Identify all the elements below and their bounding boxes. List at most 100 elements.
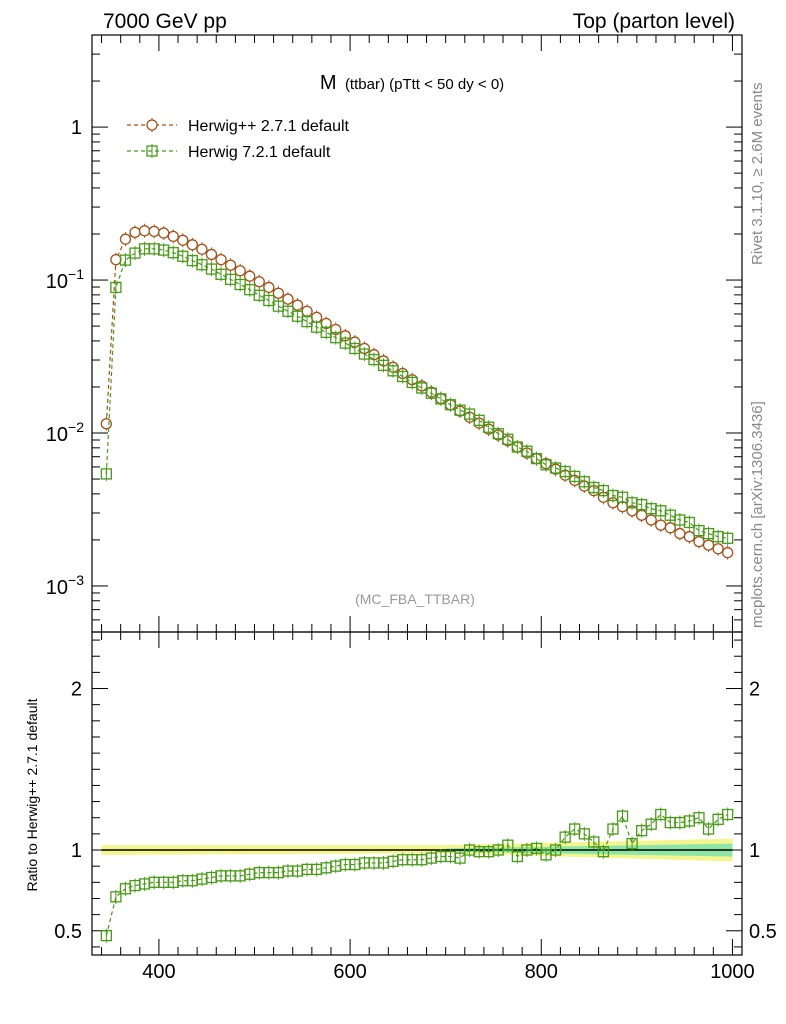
data-point: [196, 243, 208, 255]
data-point: [368, 353, 380, 366]
data-point: [655, 519, 667, 531]
data-point: [722, 532, 734, 544]
ratio-xtick-label: 1000: [710, 961, 755, 983]
data-point: [186, 239, 199, 251]
ratio-point: [578, 828, 590, 840]
ratio-point: [626, 837, 638, 850]
data-point: [463, 408, 476, 420]
legend-label: Herwig++ 2.7.1 default: [188, 118, 350, 135]
data-point: [263, 294, 275, 307]
data-point: [702, 539, 715, 551]
data-point: [110, 253, 122, 266]
data-point: [215, 253, 227, 266]
data-point: [683, 531, 696, 543]
ratio-xtick-label: 600: [333, 961, 366, 983]
data-point: [425, 387, 437, 399]
ratio-point: [530, 842, 543, 855]
data-point: [291, 299, 304, 311]
ratio-point: [502, 839, 514, 851]
legend-label: Herwig 7.2.1 default: [188, 144, 331, 161]
ratio-ytick-label-right: 1: [749, 840, 760, 862]
ratio-ylabel: Ratio to Herwig++ 2.7.1 default: [24, 698, 40, 891]
rivet-label: Rivet 3.1.10, ≥ 2.6M events: [749, 83, 766, 266]
data-point: [483, 421, 495, 433]
main-ytick-label: 10−3: [46, 572, 84, 599]
data-point: [674, 527, 686, 540]
data-point: [272, 287, 285, 299]
ratio-point: [100, 929, 112, 942]
main-ytick-label: 1: [71, 117, 82, 139]
data-point: [282, 293, 294, 305]
data-point: [635, 509, 648, 521]
data-point: [397, 370, 409, 383]
legend-marker: [146, 119, 158, 131]
ratio-point: [645, 818, 657, 830]
data-point: [177, 234, 189, 246]
data-point: [435, 393, 447, 405]
ratio-series-line: [105, 813, 728, 936]
data-point: [263, 281, 275, 294]
plot-title-main: M: [320, 72, 337, 94]
ratio-point: [597, 845, 610, 858]
data-point: [129, 226, 141, 239]
watermark: (MC_FBA_TTBAR): [355, 591, 475, 607]
ratio-point: [607, 823, 619, 835]
ratio-point: [454, 852, 466, 864]
header-right: Top (parton level): [573, 10, 735, 33]
ratio-point: [702, 823, 715, 835]
data-point: [167, 230, 179, 243]
data-point: [234, 265, 246, 277]
ratio-point: [635, 824, 648, 837]
ratio-point: [616, 810, 629, 822]
ratio-ytick-label-left: 2: [71, 679, 82, 701]
ratio-point: [110, 891, 122, 903]
data-point: [110, 281, 122, 294]
data-point: [253, 276, 265, 288]
data-point: [387, 365, 399, 377]
data-point: [578, 476, 590, 488]
mcplots-label: mcplots.cern.ch [arXiv:1306.3436]: [749, 401, 766, 628]
data-point: [100, 418, 112, 430]
ratio-ytick-label-left: 1: [71, 840, 82, 862]
data-point: [521, 445, 533, 457]
ratio-frame: [91, 631, 743, 956]
legend-marker: [146, 145, 158, 157]
data-point: [683, 516, 696, 529]
data-point: [502, 433, 514, 445]
data-point: [693, 535, 705, 548]
data-point: [722, 547, 734, 559]
ratio-point: [549, 844, 562, 856]
data-point: [473, 414, 485, 426]
ratio-panel: 0.5 0.5 1 1 2 2 400 600 800 1000: [54, 631, 777, 983]
ratio-point: [693, 812, 705, 824]
data-point: [224, 259, 237, 271]
header-left: 7000 GeV pp: [103, 10, 227, 33]
data-point: [148, 225, 160, 238]
data-point: [119, 254, 132, 266]
data-point: [119, 233, 132, 245]
ratio-point: [722, 808, 734, 821]
plot-title-sub: (ttbar) (pTtt < 50 dy < 0): [345, 76, 504, 93]
legend: Herwig++ 2.7.1 default Herwig 7.2.1 defau…: [127, 118, 350, 161]
ratio-xtick-label: 800: [525, 961, 558, 983]
ratio-ytick-label-left: 0.5: [54, 921, 82, 943]
main-ytick-label: 10−2: [46, 419, 84, 446]
data-point: [138, 225, 151, 237]
ratio-ytick-label-right: 0.5: [749, 921, 777, 943]
data-point: [205, 248, 218, 261]
ratio-point: [511, 850, 524, 863]
plot-title: M (ttbar) (pTtt < 50 dy < 0): [320, 72, 504, 94]
data-point: [664, 522, 676, 534]
ratio-ytick-label-right: 2: [749, 679, 760, 701]
data-point: [100, 468, 112, 480]
data-point: [712, 543, 724, 555]
data-point: [530, 452, 543, 465]
data-point: [244, 270, 256, 282]
main-ytick-label: 10−1: [46, 266, 84, 293]
data-point: [158, 227, 170, 239]
data-point: [645, 514, 657, 526]
ratio-xtick-label: 400: [142, 961, 175, 983]
ratio-point: [588, 836, 600, 848]
ratio-point: [559, 831, 571, 843]
